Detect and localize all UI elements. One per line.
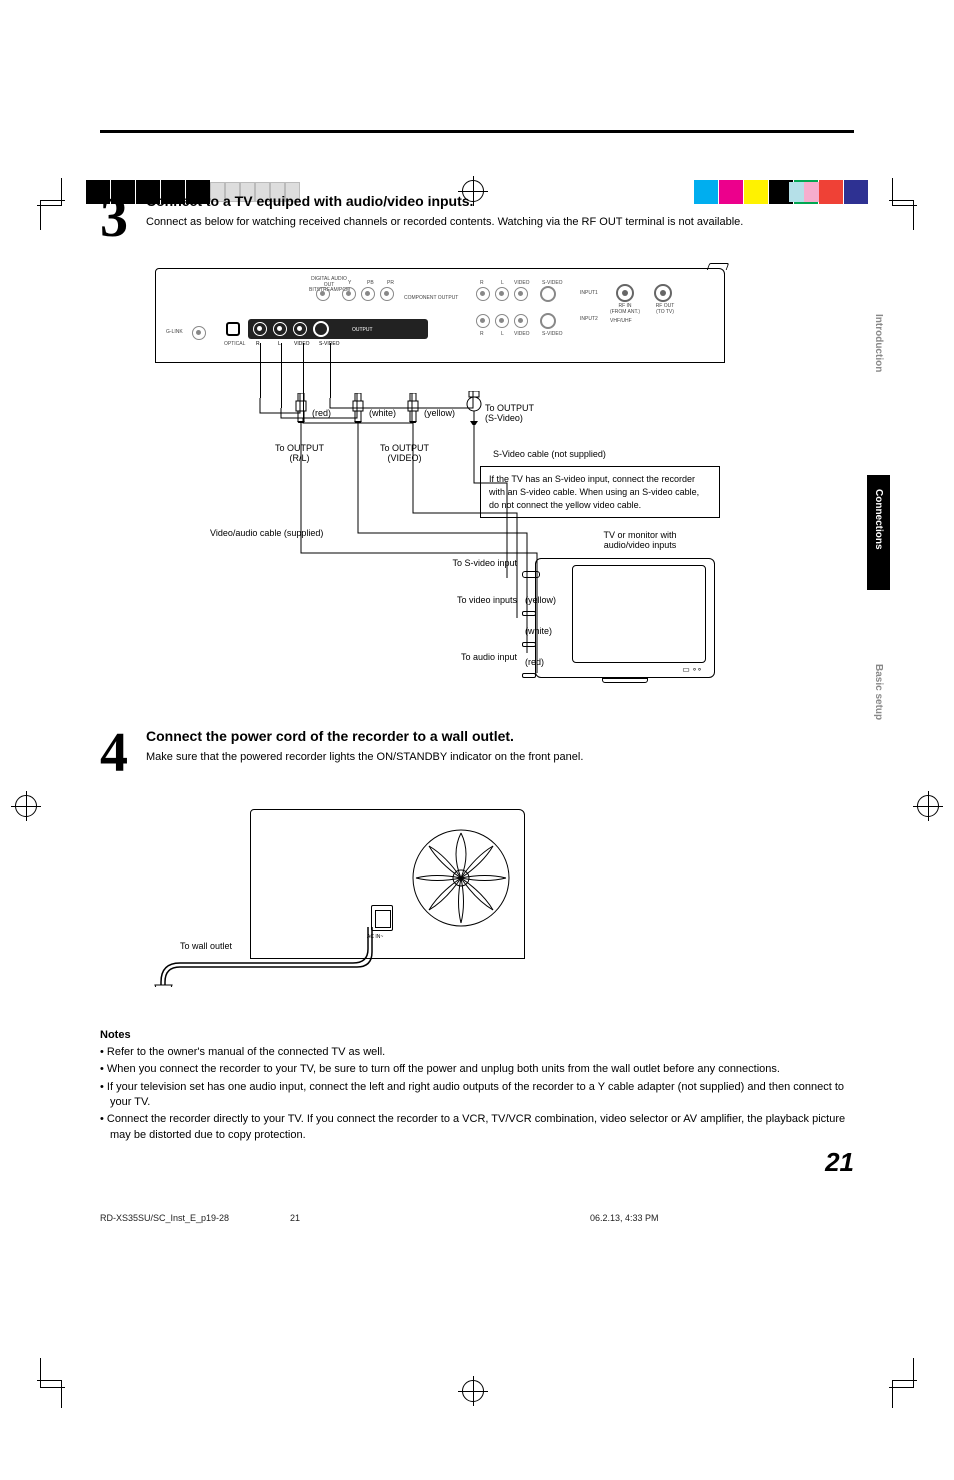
- lbl-tv: TV or monitor withaudio/video inputs: [585, 530, 695, 550]
- lbl-y: Y: [348, 281, 351, 287]
- lbl-pr: PR: [387, 281, 394, 287]
- note-item: Refer to the owner's manual of the conne…: [100, 1045, 854, 1060]
- power-cord: [150, 927, 380, 987]
- notes-title: Notes: [100, 1029, 854, 1041]
- lbl-to-wall: To wall outlet: [180, 941, 232, 951]
- lbl-jack-red: (red): [525, 657, 544, 667]
- lbl-jack-yellow: (yellow): [525, 595, 556, 605]
- page-number: 21: [825, 1147, 854, 1178]
- lbl-component: COMPONENT OUTPUT: [404, 296, 458, 302]
- step-4-title: Connect the power cord of the recorder t…: [146, 728, 854, 744]
- recorder-back-panel: DIGITAL AUDIOOUTBITSTREAM/PCM Y PB PR CO…: [155, 268, 725, 363]
- reg-mark-mid-l: [15, 795, 37, 817]
- step-3: 3 Connect to a TV equiped with audio/vid…: [100, 193, 854, 243]
- note-item: Connect the recorder directly to your TV…: [100, 1112, 854, 1143]
- crop-marks-bottom: [0, 1380, 954, 1480]
- lbl-jack-white: (white): [525, 626, 552, 636]
- step-4-number: 4: [100, 728, 128, 778]
- tab-introduction: Introduction: [867, 300, 890, 415]
- jack-svideo: [522, 570, 540, 580]
- page-content: Introduction Connections Basic setup 3 C…: [100, 130, 854, 1143]
- side-tabs: Introduction Connections Basic setup: [867, 300, 890, 765]
- diagram-step4: AC IN~ To wall outlet: [155, 809, 854, 989]
- jack-video: [522, 608, 536, 618]
- note-item: When you connect the recorder to your TV…: [100, 1062, 854, 1077]
- lbl-pb: PB: [367, 281, 374, 287]
- footer-date: 06.2.13, 4:33 PM: [590, 1213, 659, 1223]
- notes-list: Refer to the owner's manual of the conne…: [100, 1045, 854, 1143]
- step-3-text: Connect as below for watching received c…: [146, 215, 854, 230]
- wire-elbows: [255, 363, 485, 423]
- lbl-to-out-svideo: To OUTPUT(S-Video): [485, 403, 534, 423]
- jack-audio-l: [522, 639, 536, 649]
- fan-icon: [411, 828, 511, 928]
- note-item: If your television set has one audio inp…: [100, 1080, 854, 1111]
- tab-basic-setup: Basic setup: [867, 650, 890, 765]
- tv-icon: ▭ ∘∘: [535, 558, 715, 678]
- reg-mark-mid-r: [917, 795, 939, 817]
- tab-connections: Connections: [867, 475, 890, 590]
- lbl-to-audio-in: To audio input: [447, 652, 517, 662]
- long-wires: [295, 423, 555, 683]
- footer-page: 21: [290, 1213, 300, 1223]
- diagram-step3: DIGITAL AUDIOOUTBITSTREAM/PCM Y PB PR CO…: [155, 268, 854, 688]
- step-4-text: Make sure that the powered recorder ligh…: [146, 750, 854, 765]
- jack-audio-r: [522, 670, 536, 680]
- lbl-to-svideo-in: To S-video input: [437, 558, 517, 568]
- lbl-to-video-in: To video inputs: [447, 595, 517, 605]
- notes: Notes Refer to the owner's manual of the…: [100, 1029, 854, 1143]
- footer-doc: RD-XS35SU/SC_Inst_E_p19-28: [100, 1213, 229, 1223]
- top-rule: [100, 130, 854, 133]
- step-4: 4 Connect the power cord of the recorder…: [100, 728, 854, 778]
- step-3-title: Connect to a TV equiped with audio/video…: [146, 193, 854, 209]
- step-3-number: 3: [100, 193, 128, 243]
